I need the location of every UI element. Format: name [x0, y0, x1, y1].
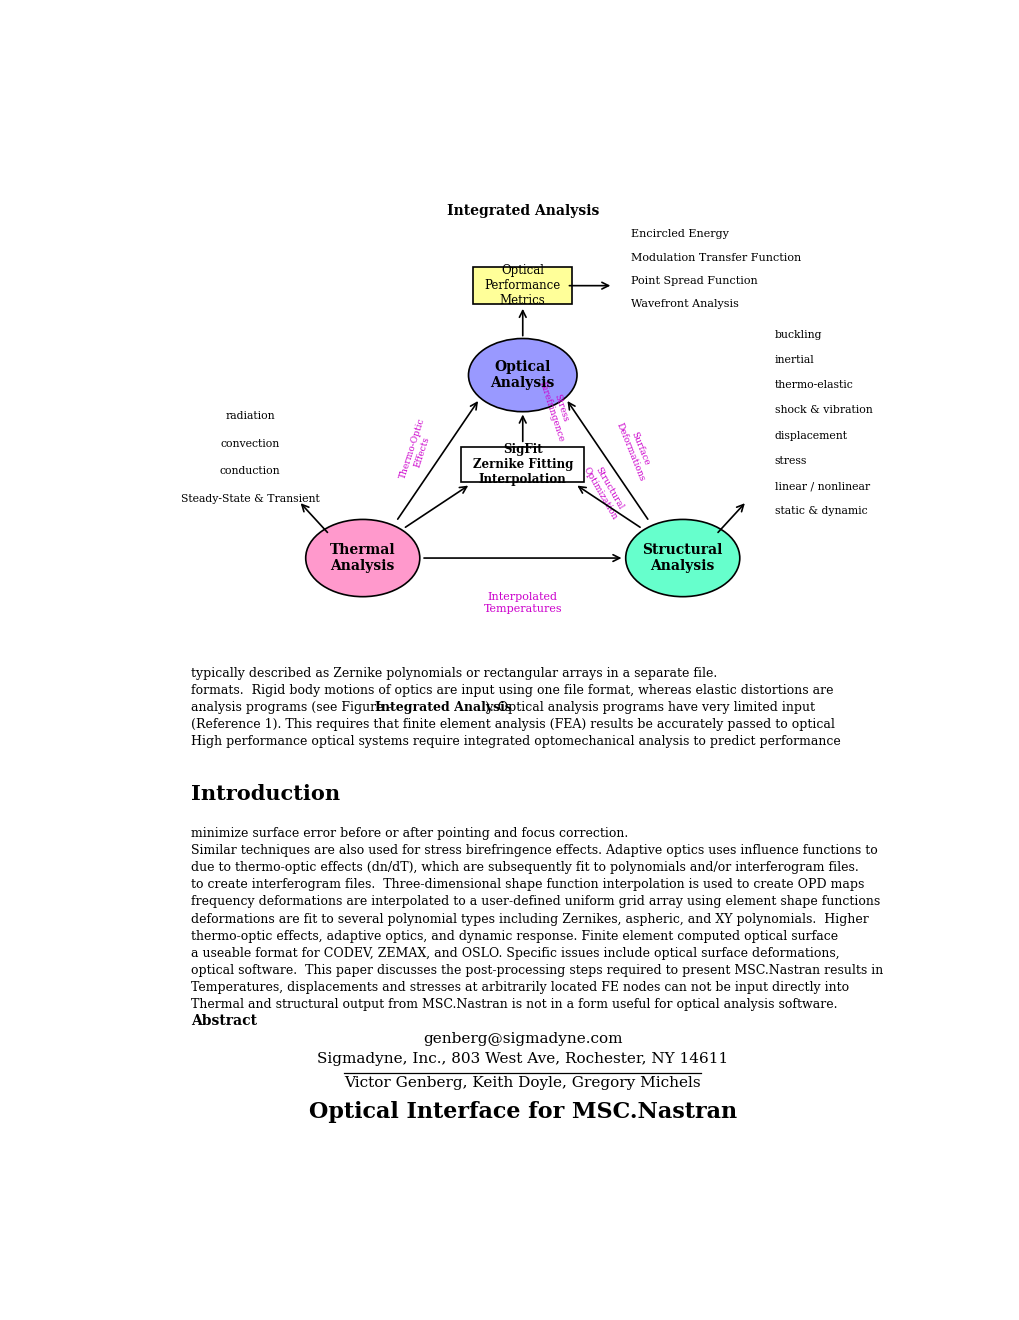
Text: buckling: buckling: [773, 330, 821, 339]
Text: to create interferogram files.  Three-dimensional shape function interpolation i: to create interferogram files. Three-dim…: [191, 878, 863, 891]
Text: High performance optical systems require integrated optomechanical analysis to p: High performance optical systems require…: [191, 735, 840, 748]
Text: due to thermo-optic effects (dn/dT), which are subsequently fit to polynomials a: due to thermo-optic effects (dn/dT), whi…: [191, 862, 858, 874]
Text: minimize surface error before or after pointing and focus correction.: minimize surface error before or after p…: [191, 828, 628, 841]
Text: genberg@sigmadyne.com: genberg@sigmadyne.com: [423, 1032, 622, 1045]
Text: Abstract: Abstract: [191, 1014, 257, 1028]
Text: optical software.  This paper discusses the post-processing steps required to pr: optical software. This paper discusses t…: [191, 964, 882, 977]
Text: Structural
Analysis: Structural Analysis: [642, 543, 722, 573]
Text: conduction: conduction: [219, 466, 280, 477]
Text: stress: stress: [773, 455, 806, 466]
Text: SigFit
Zernike Fitting
Interpolation: SigFit Zernike Fitting Interpolation: [472, 444, 573, 486]
Text: Thermal and structural output from MSC.Nastran is not in a form useful for optic: Thermal and structural output from MSC.N…: [191, 998, 837, 1011]
Text: a useable format for CODEV, ZEMAX, and OSLO. Specific issues include optical sur: a useable format for CODEV, ZEMAX, and O…: [191, 946, 839, 960]
Ellipse shape: [468, 338, 577, 412]
Text: radiation: radiation: [225, 411, 274, 421]
Text: thermo-elastic: thermo-elastic: [773, 380, 853, 391]
Ellipse shape: [306, 520, 420, 597]
FancyBboxPatch shape: [473, 268, 572, 304]
Text: analysis programs (see Figure -: analysis programs (see Figure -: [191, 701, 395, 714]
Text: deformations are fit to several polynomial types including Zernikes, aspheric, a: deformations are fit to several polynomi…: [191, 912, 867, 925]
Text: Structural
Optimization: Structural Optimization: [581, 461, 628, 521]
Text: Wavefront Analysis: Wavefront Analysis: [630, 298, 738, 309]
Text: Integrated Analysis: Integrated Analysis: [375, 701, 512, 714]
Text: Point Spread Function: Point Spread Function: [630, 276, 756, 285]
Ellipse shape: [625, 520, 739, 597]
Text: inertial: inertial: [773, 355, 813, 366]
Text: Surface
Deformations: Surface Deformations: [614, 417, 655, 483]
Text: displacement: displacement: [773, 430, 847, 441]
Text: Optical Interface for MSC.Nastran: Optical Interface for MSC.Nastran: [309, 1101, 736, 1123]
Text: Encircled Energy: Encircled Energy: [630, 230, 728, 239]
Text: Steady-State & Transient: Steady-State & Transient: [180, 494, 319, 504]
Text: Integrated Analysis: Integrated Analysis: [446, 205, 598, 218]
Text: Similar techniques are also used for stress birefringence effects. Adaptive opti: Similar techniques are also used for str…: [191, 845, 876, 857]
Text: static & dynamic: static & dynamic: [773, 507, 866, 516]
Text: (Reference 1). This requires that finite element analysis (FEA) results be accur: (Reference 1). This requires that finite…: [191, 718, 834, 731]
Text: Modulation Transfer Function: Modulation Transfer Function: [630, 252, 800, 263]
Text: thermo-optic effects, adaptive optics, and dynamic response. Finite element comp: thermo-optic effects, adaptive optics, a…: [191, 929, 837, 942]
Text: Temperatures, displacements and stresses at arbitrarily located FE nodes can not: Temperatures, displacements and stresses…: [191, 981, 848, 994]
Text: convection: convection: [220, 438, 279, 449]
Text: Thermo-Optic
Effects: Thermo-Optic Effects: [397, 417, 436, 483]
Text: Victor Genberg, Keith Doyle, Gregory Michels: Victor Genberg, Keith Doyle, Gregory Mic…: [344, 1076, 700, 1090]
Text: typically described as Zernike polynomials or rectangular arrays in a separate f: typically described as Zernike polynomia…: [191, 667, 716, 680]
Text: Sigmadyne, Inc., 803 West Ave, Rochester, NY 14611: Sigmadyne, Inc., 803 West Ave, Rochester…: [317, 1052, 728, 1067]
Text: frequency deformations are interpolated to a user-defined uniform grid array usi: frequency deformations are interpolated …: [191, 895, 879, 908]
Text: Optical
Performance
Metrics: Optical Performance Metrics: [484, 264, 560, 308]
Text: shock & vibration: shock & vibration: [773, 405, 871, 416]
Text: Thermal
Analysis: Thermal Analysis: [329, 543, 395, 573]
Text: formats.  Rigid body motions of optics are input using one file format, whereas : formats. Rigid body motions of optics ar…: [191, 684, 833, 697]
Text: Introduction: Introduction: [191, 784, 339, 804]
FancyBboxPatch shape: [461, 447, 584, 482]
Text: linear / nonlinear: linear / nonlinear: [773, 480, 869, 491]
Text: Interpolated
Temperatures: Interpolated Temperatures: [483, 591, 561, 614]
Text: Optical
Analysis: Optical Analysis: [490, 360, 554, 391]
Text: Stress
Birefringence: Stress Birefringence: [537, 376, 575, 442]
Text: ). Optical analysis programs have very limited input: ). Optical analysis programs have very l…: [485, 701, 814, 714]
